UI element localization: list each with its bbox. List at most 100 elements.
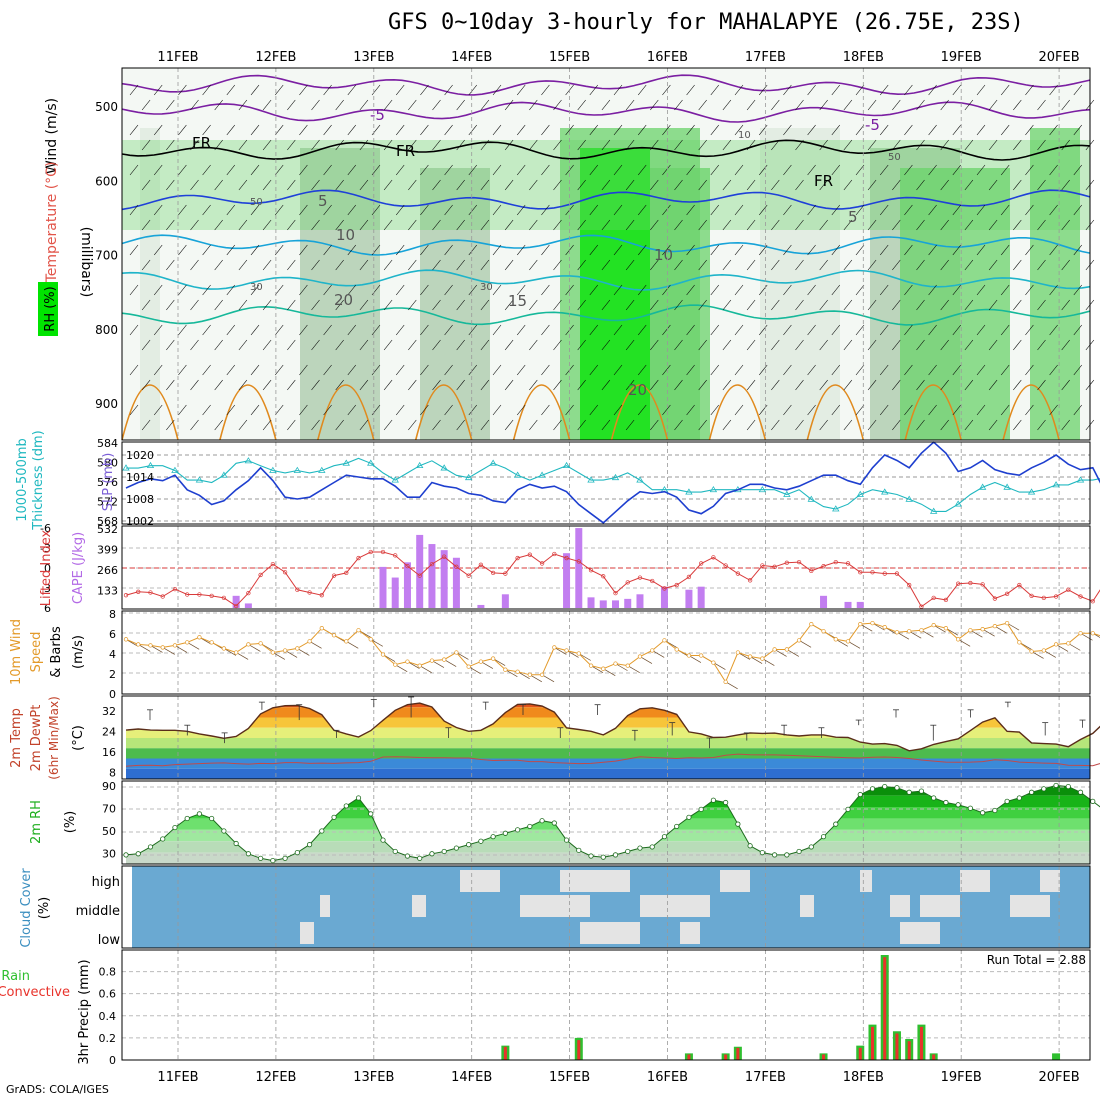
wind-barb [238, 259, 248, 271]
temperature-tick: 32 [102, 705, 116, 718]
wind-barb [831, 164, 841, 176]
wind-barb [722, 219, 732, 231]
wind-barb [1049, 124, 1058, 136]
chart-title: GFS 0~10day 3-hourly for MAHALAPYE (26.7… [388, 10, 1024, 35]
lifted-index-point [747, 578, 753, 583]
wind-barb [178, 124, 187, 136]
wind-speed-point [503, 667, 508, 672]
wind-barb [746, 419, 756, 431]
rh-line-point [490, 834, 496, 840]
wind-barb [771, 299, 780, 311]
rh-line-point [429, 851, 435, 857]
wind-barb [166, 379, 175, 391]
dewpoint-line [125, 753, 1100, 767]
wind-barb [867, 419, 877, 431]
cape-bar [244, 603, 252, 608]
wind-barb [408, 179, 417, 191]
rh-line-point [1065, 783, 1071, 790]
wind-barb [867, 259, 877, 271]
wind-barb [178, 404, 187, 416]
wind-barb [238, 219, 248, 231]
rh-line-point [135, 851, 141, 857]
wind-barb [383, 139, 393, 151]
wind-barb [262, 139, 272, 151]
wind-barb [129, 284, 139, 296]
wind-barb [625, 259, 635, 271]
wind-barb [178, 284, 187, 296]
wind-barb [347, 164, 357, 176]
wind-barb [952, 284, 962, 296]
wind-barb [734, 244, 744, 256]
thickness-marker [342, 459, 350, 466]
wind-barb [371, 284, 381, 296]
wind-barb-10m [688, 655, 702, 663]
lifted-index-point [1078, 594, 1083, 599]
wind-barb [287, 179, 296, 191]
rh-line-point [625, 848, 631, 855]
wind-barb [153, 364, 163, 376]
wind-barb [202, 244, 211, 256]
wind-barb [178, 204, 187, 216]
wind-barb [686, 164, 695, 176]
wind-barb [650, 179, 659, 191]
wind-barb [383, 339, 393, 351]
rh-line-point [282, 855, 288, 861]
isotherm-5 [121, 189, 1091, 211]
wind-barb [529, 379, 538, 391]
precip-frame [121, 949, 1091, 1061]
wind-barb [746, 379, 756, 391]
wind-barb [734, 364, 744, 376]
wind-tick: 4 [109, 648, 116, 661]
wind-barb [637, 284, 647, 296]
wind-speed-point [980, 627, 985, 632]
wind-barb [1000, 284, 1010, 296]
lifted-index-point [760, 563, 765, 568]
thickness-tick: 576 [97, 476, 118, 489]
precip-total-bar [1052, 1053, 1061, 1060]
wind-barb [940, 179, 949, 191]
wind-barb [589, 124, 599, 136]
wind-barb [420, 364, 429, 376]
wind-barb [178, 324, 187, 336]
rh-line-point [441, 848, 447, 855]
wind-barb [916, 99, 925, 111]
rh-line-point [1090, 798, 1096, 804]
wind-barb [879, 364, 889, 376]
cape-bar [416, 534, 424, 608]
cloud-block [470, 870, 500, 892]
wind-barb [492, 364, 502, 376]
wind-barb [698, 99, 707, 111]
wind-barb-10m [468, 666, 481, 674]
wind-barb [855, 364, 865, 376]
wind-barb [456, 339, 465, 351]
rh-line-point [355, 795, 362, 801]
temperature-tick: 16 [102, 746, 116, 759]
wind-barb-10m [860, 623, 873, 632]
lifted-index-point [221, 595, 227, 601]
wind-barb [480, 179, 490, 191]
cape-bar [697, 586, 705, 608]
lifted-index-point [160, 594, 165, 599]
panel-label-2m-temp: 2m Temp [9, 708, 24, 768]
wind-barb [892, 419, 901, 431]
wind-barb [565, 404, 574, 416]
rh-band [126, 818, 1090, 830]
wind-barb-10m [297, 648, 310, 656]
rh-line-point [955, 802, 961, 808]
wind-barb [516, 204, 526, 216]
wind-barb [722, 299, 732, 311]
run-total-label: Run Total = 2.88 [987, 953, 1086, 967]
lifted-index-point [784, 560, 789, 565]
cloud-level-label: low [98, 933, 121, 948]
wind-barb [238, 379, 248, 391]
pressure-tick: 600 [95, 174, 118, 188]
lifted-index-point [821, 564, 826, 569]
wind-barb [274, 364, 284, 376]
wind-barb [976, 124, 986, 136]
rh-line-point [343, 803, 349, 809]
wind-barb-10m [1006, 622, 1020, 631]
wind-speed-point [356, 628, 361, 633]
wind-barb [468, 164, 478, 176]
rh-shading [900, 168, 1010, 440]
lifted-index-point [356, 555, 361, 561]
